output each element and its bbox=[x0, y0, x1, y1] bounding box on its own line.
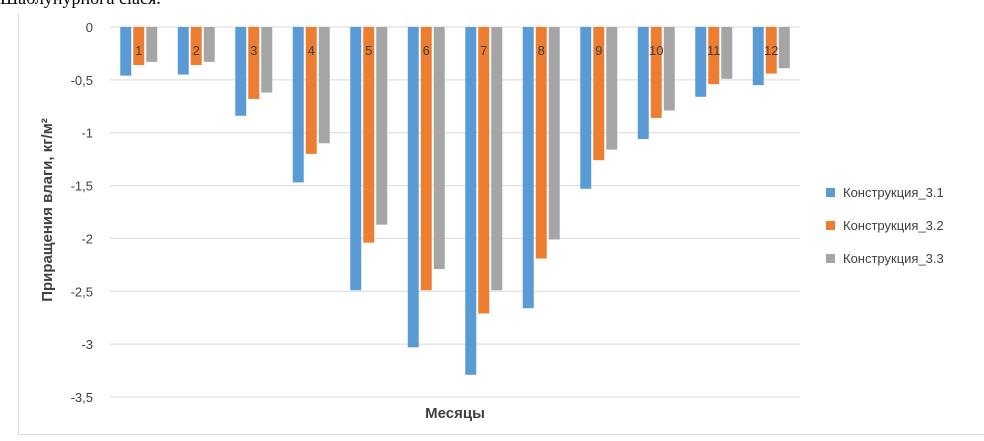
category-labels: 1 2 3 4 5 6 7 8 9 10 11 12 bbox=[135, 43, 778, 58]
bar-2-11 bbox=[708, 27, 720, 85]
bar-1-6 bbox=[407, 27, 419, 348]
bar-1-2 bbox=[177, 27, 189, 75]
bar-2-12 bbox=[765, 27, 777, 74]
y-tick-label: -0,5 bbox=[71, 73, 93, 88]
y-tick-label: -1 bbox=[81, 126, 93, 141]
bar-3-8 bbox=[548, 27, 560, 240]
category-label: 11 bbox=[707, 43, 721, 58]
bar-1-11 bbox=[695, 27, 707, 97]
bar-2-2 bbox=[190, 27, 202, 66]
bars bbox=[120, 27, 790, 375]
legend-swatch bbox=[826, 188, 835, 197]
bar-2-4 bbox=[305, 27, 317, 154]
frame-bottom-border bbox=[18, 434, 984, 435]
bar-1-8 bbox=[522, 27, 534, 309]
legend-swatch bbox=[826, 254, 835, 263]
category-label: 2 bbox=[193, 43, 200, 58]
bar-2-3 bbox=[248, 27, 260, 99]
bar-2-1 bbox=[133, 27, 145, 66]
y-tick-label: -2 bbox=[81, 231, 93, 246]
y-tick-label: 0 bbox=[86, 20, 93, 35]
y-axis-label: Приращения влаги, кг/м² bbox=[39, 118, 56, 302]
legend-label: Конструкция_3.2 bbox=[843, 218, 944, 233]
category-label: 6 bbox=[423, 43, 430, 58]
legend: Конструкция_3.1 Конструкция_3.2 Конструкци… bbox=[826, 185, 944, 266]
bar-3-10 bbox=[663, 27, 675, 111]
y-tick-label: -3,5 bbox=[71, 390, 93, 405]
bar-1-4 bbox=[292, 27, 304, 183]
bar-3-2 bbox=[203, 27, 215, 62]
bar-3-11 bbox=[721, 27, 733, 79]
bar-3-1 bbox=[146, 27, 158, 62]
bar-3-6 bbox=[433, 27, 445, 270]
bar-1-7 bbox=[465, 27, 477, 375]
bar-2-7 bbox=[478, 27, 490, 314]
bar-1-12 bbox=[752, 27, 764, 86]
bar-1-3 bbox=[235, 27, 247, 116]
y-tick-label: -1,5 bbox=[71, 179, 93, 194]
legend-label: Конструкция_3.1 bbox=[843, 185, 944, 200]
category-label: 5 bbox=[365, 43, 372, 58]
bar-1-5 bbox=[350, 27, 362, 291]
bar-2-9 bbox=[593, 27, 605, 161]
caption-fragment: Шаблунурнога сlася. bbox=[0, 0, 161, 9]
category-label: 4 bbox=[308, 43, 315, 58]
y-tick-labels: 0 -0,5 -1 -1,5 -2 -2,5 -3 -3,5 bbox=[71, 20, 93, 405]
bar-1-1 bbox=[120, 27, 132, 76]
bar-1-10 bbox=[637, 27, 649, 140]
category-label: 7 bbox=[480, 43, 487, 58]
category-label: 1 bbox=[135, 43, 142, 58]
legend-label: Конструкция_3.3 bbox=[843, 251, 944, 266]
bar-2-6 bbox=[420, 27, 432, 291]
bar-3-4 bbox=[318, 27, 330, 144]
y-tick-label: -3 bbox=[81, 337, 93, 352]
bar-3-5 bbox=[376, 27, 388, 225]
x-axis-label: Месяцы bbox=[425, 405, 485, 422]
bar-3-9 bbox=[606, 27, 618, 150]
category-label: 12 bbox=[764, 43, 778, 58]
category-label: 9 bbox=[595, 43, 602, 58]
legend-swatch bbox=[826, 221, 835, 230]
bar-3-12 bbox=[778, 27, 790, 69]
bar-2-8 bbox=[535, 27, 547, 259]
bar-2-10 bbox=[650, 27, 662, 118]
bar-3-7 bbox=[491, 27, 503, 291]
frame-left-border bbox=[18, 14, 19, 434]
y-tick-label: -2,5 bbox=[71, 284, 93, 299]
category-label: 10 bbox=[649, 43, 663, 58]
bar-2-5 bbox=[363, 27, 375, 243]
gridlines bbox=[110, 26, 800, 398]
bar-1-9 bbox=[580, 27, 592, 189]
category-label: 3 bbox=[250, 43, 257, 58]
bar-3-3 bbox=[261, 27, 273, 93]
category-label: 8 bbox=[538, 43, 545, 58]
